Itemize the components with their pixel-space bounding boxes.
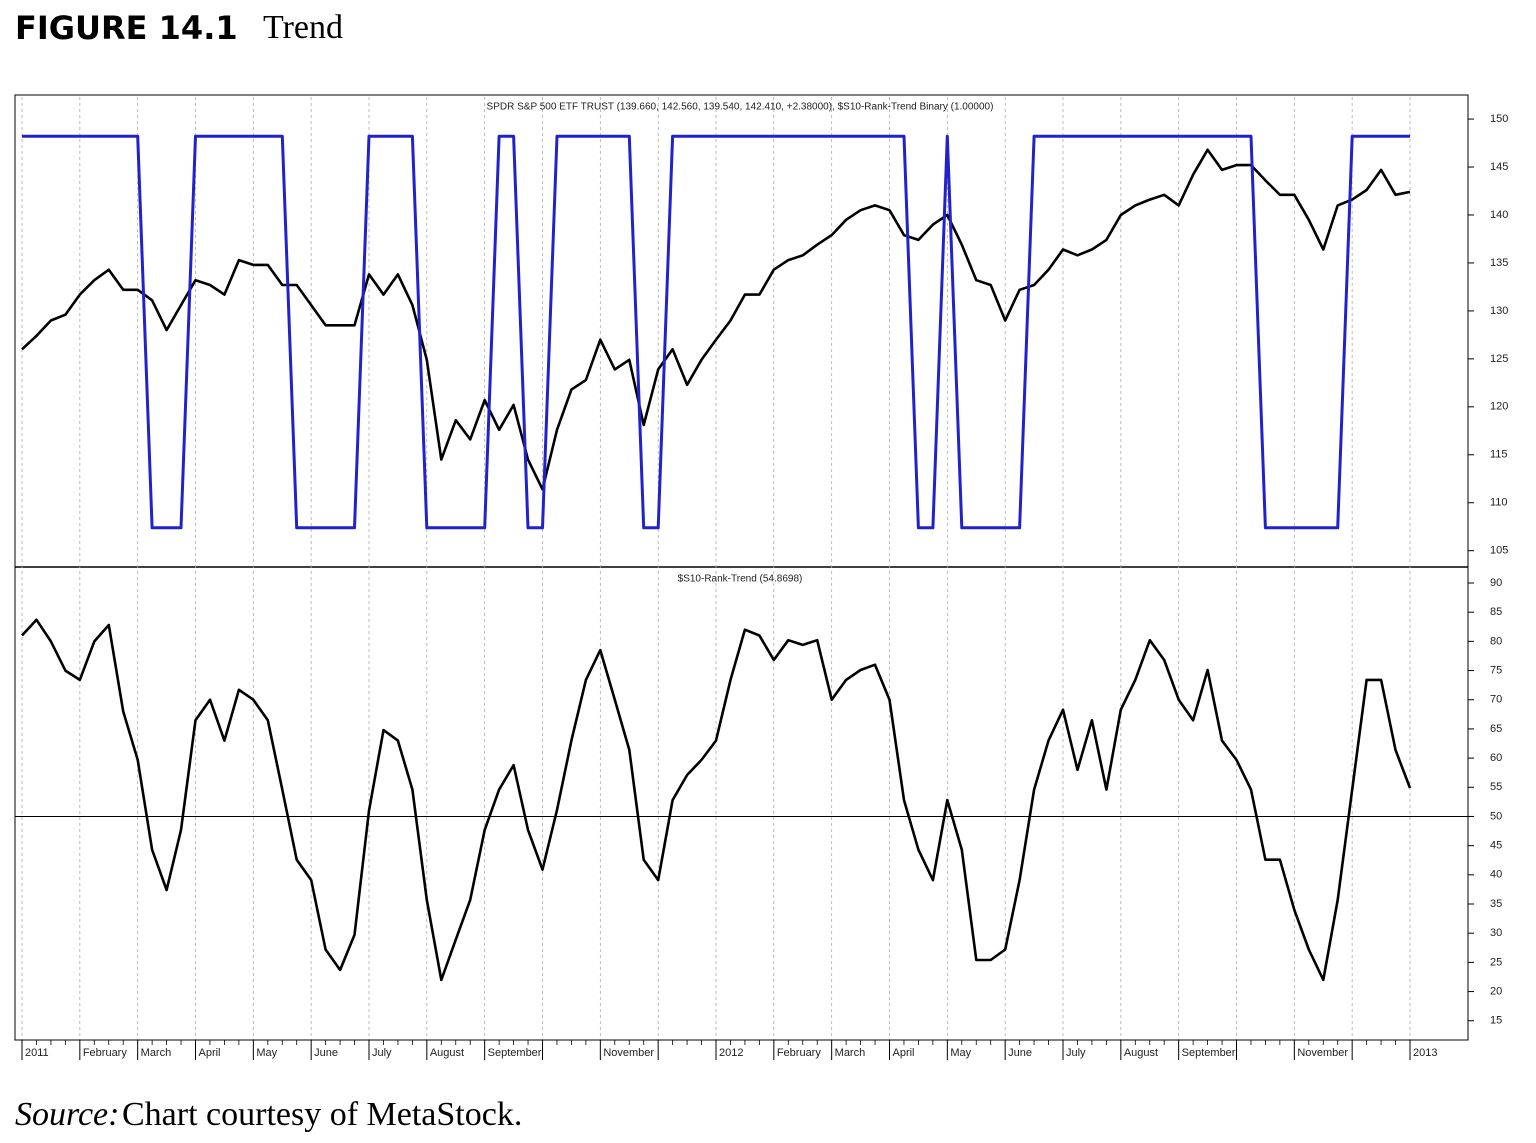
x-tick-label: May — [256, 1047, 277, 1059]
y-tick-label: 65 — [1490, 723, 1502, 735]
x-tick-label: 2011 — [25, 1047, 49, 1059]
series-line — [21, 618, 1412, 982]
x-tick-label: November — [603, 1047, 654, 1059]
y-tick-label: 150 — [1490, 113, 1508, 125]
panel-title: $S10-Rank-Trend (54.8698) — [678, 574, 803, 585]
y-tick-label: 20 — [1490, 985, 1502, 997]
panel-title: SPDR S&P 500 ETF TRUST (139.660, 142.560… — [487, 102, 994, 113]
y-tick-label: 85 — [1490, 606, 1502, 618]
y-tick-label: 80 — [1490, 635, 1502, 647]
x-tick-label: November — [1297, 1047, 1348, 1059]
y-tick-label: 30 — [1490, 927, 1502, 939]
series-line — [22, 134, 1410, 530]
y-tick-label: 105 — [1490, 545, 1508, 557]
y-tick-label: 35 — [1490, 898, 1502, 910]
x-tick-label: September — [488, 1047, 542, 1059]
figure-title: Trend — [263, 9, 343, 46]
x-tick-label: June — [314, 1047, 338, 1059]
figure-number: FIGURE 14.1 — [15, 9, 238, 47]
x-tick-label: August — [1124, 1047, 1158, 1059]
y-tick-label: 110 — [1490, 497, 1508, 509]
x-tick-label: May — [950, 1047, 971, 1059]
x-tick-label: March — [141, 1047, 172, 1059]
y-tick-label: 15 — [1490, 1015, 1502, 1027]
x-tick-label: September — [1182, 1047, 1236, 1059]
x-tick-label: March — [835, 1047, 866, 1059]
y-tick-label: 140 — [1490, 209, 1508, 221]
y-tick-label: 135 — [1490, 257, 1508, 269]
y-tick-label: 60 — [1490, 752, 1502, 764]
y-tick-label: 145 — [1490, 161, 1508, 173]
y-tick-label: 115 — [1490, 449, 1508, 461]
source-text: Chart courtesy of MetaStock. — [122, 1096, 522, 1133]
x-tick-label: 2013 — [1413, 1047, 1437, 1059]
x-tick-label: August — [430, 1047, 464, 1059]
y-tick-label: 130 — [1490, 305, 1508, 317]
y-tick-label: 70 — [1490, 694, 1502, 706]
y-tick-label: 50 — [1490, 810, 1502, 822]
y-tick-label: 55 — [1490, 781, 1502, 793]
y-tick-label: 120 — [1490, 401, 1508, 413]
x-tick-label: February — [777, 1047, 822, 1059]
source-label: Source: — [15, 1096, 119, 1133]
y-tick-label: 125 — [1490, 353, 1508, 365]
y-tick-label: 75 — [1490, 664, 1502, 676]
x-tick-label: February — [83, 1047, 128, 1059]
series-line — [21, 148, 1411, 491]
y-tick-label: 40 — [1490, 869, 1502, 881]
x-tick-label: 2012 — [719, 1047, 743, 1059]
x-tick-label: April — [893, 1047, 915, 1059]
x-tick-label: April — [199, 1047, 221, 1059]
x-tick-label: June — [1008, 1047, 1032, 1059]
y-tick-label: 45 — [1490, 840, 1502, 852]
y-tick-label: 90 — [1490, 577, 1502, 589]
y-tick-label: 25 — [1490, 956, 1502, 968]
x-tick-label: July — [372, 1047, 392, 1059]
x-tick-label: July — [1066, 1047, 1086, 1059]
